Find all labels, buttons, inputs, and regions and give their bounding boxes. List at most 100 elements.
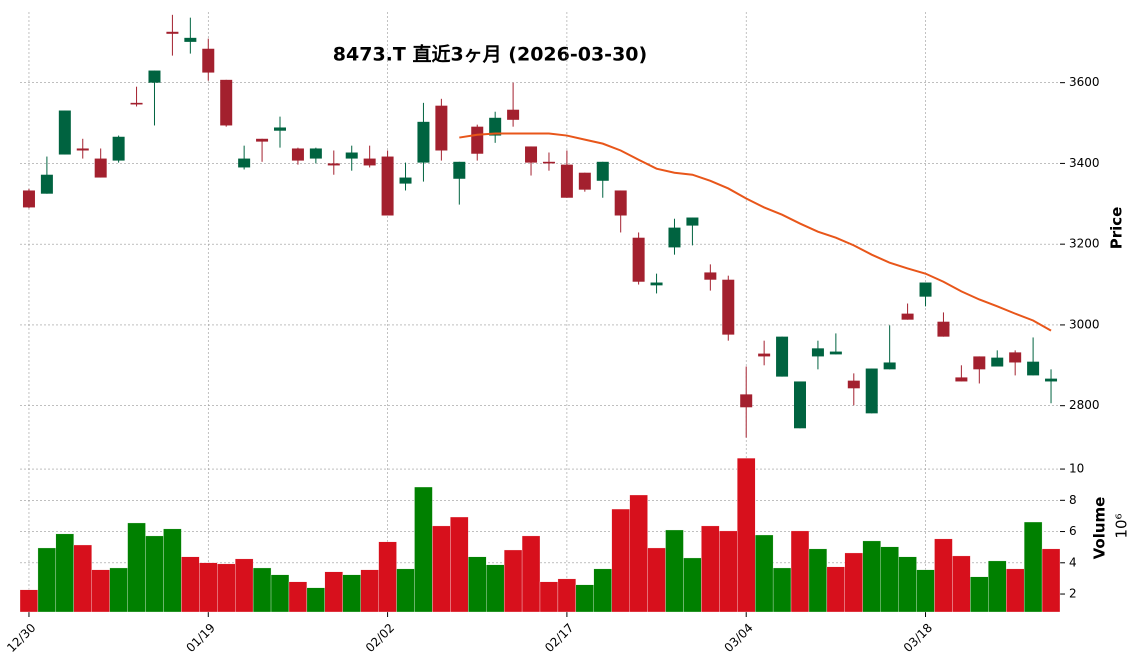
- volume-bar: [486, 564, 505, 613]
- volume-bar: [844, 552, 863, 613]
- volume-bar: [306, 587, 325, 613]
- volume-scale-label: 10⁶: [1113, 513, 1131, 538]
- x-tick-label: 01/19: [184, 621, 218, 655]
- candle-body: [58, 110, 71, 155]
- volume-bar: [109, 567, 128, 613]
- volume-bar: [988, 560, 1007, 613]
- volume-bar: [539, 581, 559, 613]
- candle-body: [937, 321, 950, 337]
- candle-body: [847, 380, 860, 389]
- candle-body: [704, 272, 717, 280]
- candle-body: [417, 121, 430, 163]
- candle-body: [991, 357, 1004, 367]
- candle-body: [130, 102, 143, 105]
- candle-body: [184, 37, 197, 42]
- y-tick-label: 10: [1069, 462, 1084, 476]
- candle-body: [453, 161, 466, 179]
- candle-body: [76, 148, 89, 151]
- volume-bar: [450, 516, 469, 613]
- volume-bar: [647, 547, 666, 613]
- volume-bar: [360, 569, 379, 613]
- candle-body: [829, 351, 842, 355]
- candle-body: [776, 336, 789, 377]
- volume-bar: [181, 556, 200, 613]
- candle-body: [309, 148, 322, 159]
- volume-bar: [916, 569, 935, 613]
- volume-bar: [342, 574, 361, 613]
- candle-body: [381, 156, 394, 216]
- candle-body: [632, 237, 645, 282]
- grid: [20, 12, 1060, 612]
- y-axis-label: Price: [1108, 207, 1126, 250]
- y-tick-label: 3600: [1069, 75, 1100, 89]
- x-tick-label: 02/02: [363, 621, 397, 655]
- volume-bar: [414, 486, 433, 613]
- x-tick-label: 02/17: [542, 621, 576, 655]
- candle-body: [919, 282, 932, 297]
- candle-body: [148, 70, 161, 83]
- x-tick-label: 03/18: [901, 621, 935, 655]
- candle-body: [740, 394, 753, 408]
- volume-bar: [737, 457, 756, 613]
- y-tick-label: 3400: [1069, 156, 1100, 170]
- volume-bar: [127, 522, 146, 613]
- volume-bar: [288, 581, 308, 613]
- volume-bar: [611, 508, 630, 613]
- volume-bar: [898, 556, 917, 613]
- candle-body: [489, 117, 502, 136]
- volume-bar: [55, 533, 74, 613]
- volume-bar: [199, 562, 218, 613]
- volume-bar: [1023, 521, 1043, 613]
- candle-body: [291, 148, 304, 161]
- volume-bar: [1041, 548, 1061, 613]
- candle-body: [327, 163, 340, 166]
- candle-body: [1009, 352, 1022, 363]
- volume-bar: [719, 530, 738, 613]
- candle-body: [578, 172, 591, 190]
- candle-body: [507, 109, 520, 120]
- candle-body: [363, 158, 376, 166]
- candle-body: [220, 79, 233, 126]
- volume-bar: [880, 546, 899, 613]
- y-tick-label: 2800: [1069, 398, 1100, 412]
- volume-bar: [952, 555, 971, 613]
- candle-body: [1045, 378, 1058, 382]
- candle-body: [525, 146, 538, 163]
- candle-body: [202, 48, 215, 73]
- y-tick-label: 4: [1069, 555, 1077, 569]
- candle-body: [256, 138, 269, 142]
- candle-body: [40, 174, 53, 194]
- volume-bar: [1006, 568, 1025, 613]
- candle-body: [471, 126, 484, 154]
- y-tick-label: 2: [1069, 587, 1077, 601]
- candle-body: [973, 356, 986, 370]
- candle-body: [345, 152, 358, 159]
- candle-body: [650, 282, 663, 286]
- candle-body: [238, 158, 251, 168]
- candle-body: [435, 105, 448, 151]
- candle-body: [1027, 361, 1040, 376]
- candle-body: [614, 190, 627, 216]
- volume-bar: [37, 547, 57, 613]
- volume-bar: [629, 494, 648, 613]
- volume-bar: [575, 584, 594, 613]
- volume-bar: [862, 540, 881, 613]
- candle-body: [94, 158, 107, 178]
- volume-bar: [396, 568, 415, 613]
- candle-body: [560, 164, 573, 198]
- volume-bar: [790, 530, 810, 613]
- volume-bar: [665, 529, 684, 613]
- volume-bar: [557, 578, 577, 613]
- chart-title: 8473.T 直近3ヶ月 (2026-03-30): [333, 43, 647, 66]
- x-tick-label: 03/04: [721, 621, 755, 655]
- candle-body: [668, 227, 681, 248]
- candle-body: [542, 161, 555, 164]
- volume-bar: [145, 535, 164, 613]
- y-tick-label: 3000: [1069, 317, 1100, 331]
- volume-bar: [934, 538, 953, 613]
- volume-bar: [772, 567, 792, 613]
- volume-bar: [163, 528, 182, 613]
- volume-bar: [270, 574, 290, 613]
- candle-body: [758, 353, 771, 357]
